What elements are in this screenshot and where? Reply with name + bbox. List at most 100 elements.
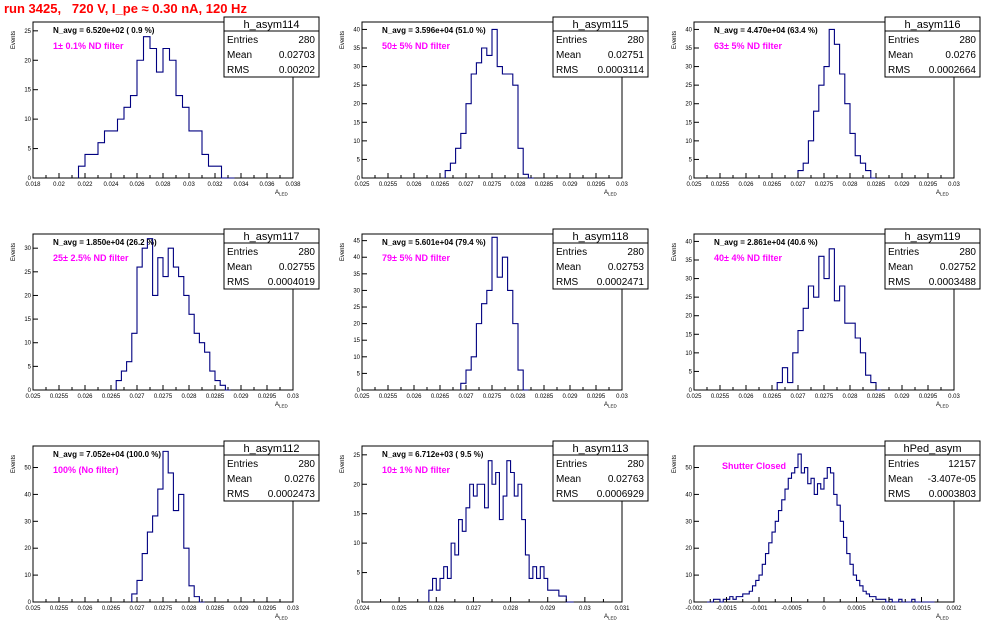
histogram-panel-h_asym116: 0.025 0.0255 0.026 0.0265 0.027 0.0275 0.028 0.… <box>672 16 981 197</box>
y-tick-label: 40 <box>24 492 31 498</box>
x-tick-label: -0.0015 <box>716 606 737 612</box>
stat-label-entries: Entries <box>227 35 258 46</box>
x-tick-label: 0.0275 <box>154 606 173 612</box>
x-tick-label: 0.0255 <box>50 606 69 612</box>
histogram-series <box>707 453 935 603</box>
y-tick-label: 40 <box>353 255 360 261</box>
stat-value-entries: 280 <box>959 35 976 46</box>
stat-value-entries: 280 <box>627 35 644 46</box>
x-axis-label: ALED <box>936 190 950 197</box>
stat-label-entries: Entries <box>227 247 258 258</box>
y-tick-label: 10 <box>24 117 31 123</box>
histogram-panel-h_asym115: 0.025 0.0255 0.026 0.0265 0.027 0.0275 0.028 0.… <box>340 16 649 197</box>
y-tick-label: 5 <box>28 147 32 153</box>
y-tick-label: 20 <box>353 482 360 488</box>
stats-box <box>223 16 320 78</box>
x-tick-label: 0.0295 <box>587 394 606 400</box>
x-tick-label: 0.027 <box>466 606 482 612</box>
x-tick-label: 0.028 <box>510 182 526 188</box>
y-tick-label: 25 <box>24 270 31 276</box>
x-tick-label: 0.03 <box>616 394 628 400</box>
stat-value-mean: 0.02751 <box>608 50 645 61</box>
y-axis-label: Events <box>340 31 346 49</box>
histogram-name: h_asym116 <box>904 19 960 31</box>
navg-label: N_avg = 1.850e+04 (26.2 %) <box>53 238 157 247</box>
x-tick-label: 0.028 <box>842 394 858 400</box>
y-tick-label: 20 <box>24 293 31 299</box>
x-tick-label: 0.0285 <box>535 182 554 188</box>
y-tick-label: 25 <box>685 295 692 301</box>
stat-value-mean: 0.02703 <box>279 50 316 61</box>
x-tick-label: 0.0255 <box>711 394 730 400</box>
x-tick-label: 0.026 <box>406 182 422 188</box>
navg-label: N_avg = 4.470e+04 (63.4 %) <box>714 26 818 35</box>
x-tick-label: 0.0265 <box>102 394 121 400</box>
y-tick-label: 25 <box>24 29 31 35</box>
filter-label: Shutter Closed <box>722 461 786 471</box>
stat-label-rms: RMS <box>556 489 579 500</box>
y-tick-label: 15 <box>353 120 360 126</box>
stat-label-mean: Mean <box>888 474 913 485</box>
y-tick-label: 0 <box>357 176 361 182</box>
stats-box <box>884 440 981 502</box>
histogram-name: h_asym112 <box>243 443 299 455</box>
filter-label: 40± 4% ND filter <box>714 253 782 263</box>
x-tick-label: 0.024 <box>354 606 370 612</box>
stat-label-entries: Entries <box>556 247 587 258</box>
histogram-name: h_asym117 <box>243 231 299 243</box>
x-axis-label: ALED <box>936 402 950 409</box>
stat-label-mean: Mean <box>556 262 581 273</box>
stats-box <box>223 228 320 290</box>
y-tick-label: 20 <box>24 58 31 64</box>
x-tick-label: 0.0275 <box>815 394 834 400</box>
stat-value-mean: 0.02752 <box>940 262 977 273</box>
y-tick-label: 35 <box>685 258 692 264</box>
y-tick-label: 30 <box>353 65 360 71</box>
stat-label-mean: Mean <box>888 262 913 273</box>
y-tick-label: 5 <box>689 157 693 163</box>
stat-label-mean: Mean <box>227 474 252 485</box>
stat-label-rms: RMS <box>888 489 911 500</box>
x-tick-label: 0.029 <box>562 182 578 188</box>
stat-label-entries: Entries <box>556 459 587 470</box>
x-tick-label: 0.0285 <box>206 606 225 612</box>
histogram-panel-h_asym114: 0.018 0.02 0.022 0.024 0.026 0.028 0.03 0.032 0.… <box>11 16 320 197</box>
y-tick-label: 0 <box>28 176 32 182</box>
x-tick-label: 0.03 <box>579 606 591 612</box>
y-tick-label: 0 <box>357 388 361 394</box>
y-axis-label: Events <box>340 243 346 261</box>
x-tick-label: 0.028 <box>842 182 858 188</box>
y-tick-label: 20 <box>685 102 692 108</box>
y-tick-label: 10 <box>685 573 692 579</box>
y-tick-label: 5 <box>357 571 361 577</box>
navg-label: N_avg = 6.520e+02 ( 0.9 %) <box>53 26 155 35</box>
stat-value-entries: 280 <box>627 459 644 470</box>
filter-label: 63± 5% ND filter <box>714 41 782 51</box>
stat-label-mean: Mean <box>556 50 581 61</box>
x-tick-label: 0.02 <box>53 182 65 188</box>
x-tick-label: 0.029 <box>562 394 578 400</box>
y-tick-label: 20 <box>685 314 692 320</box>
x-tick-label: 0.0295 <box>919 182 938 188</box>
x-tick-label: 0.002 <box>946 606 962 612</box>
x-tick-label: -0.001 <box>750 606 768 612</box>
y-axis-label: Events <box>672 243 678 261</box>
y-tick-label: 25 <box>353 83 360 89</box>
x-tick-label: 0.027 <box>790 182 806 188</box>
y-axis-label: Events <box>11 31 17 49</box>
stat-value-mean: 0.0276 <box>945 50 976 61</box>
stat-label-mean: Mean <box>227 50 252 61</box>
stat-value-entries: 280 <box>627 247 644 258</box>
y-tick-label: 0 <box>28 600 32 606</box>
x-tick-label: 0.0285 <box>867 182 886 188</box>
x-tick-label: 0.0295 <box>919 394 938 400</box>
y-tick-label: 30 <box>685 277 692 283</box>
x-tick-label: 0.0255 <box>711 182 730 188</box>
x-tick-label: 0.028 <box>181 394 197 400</box>
x-tick-label: 0.038 <box>285 182 301 188</box>
histogram-name: hPed_asym <box>903 443 961 455</box>
x-tick-label: 0.028 <box>503 606 519 612</box>
navg-label: N_avg = 2.861e+04 (40.6 %) <box>714 238 818 247</box>
stat-value-entries: 280 <box>298 35 315 46</box>
stat-label-mean: Mean <box>556 474 581 485</box>
